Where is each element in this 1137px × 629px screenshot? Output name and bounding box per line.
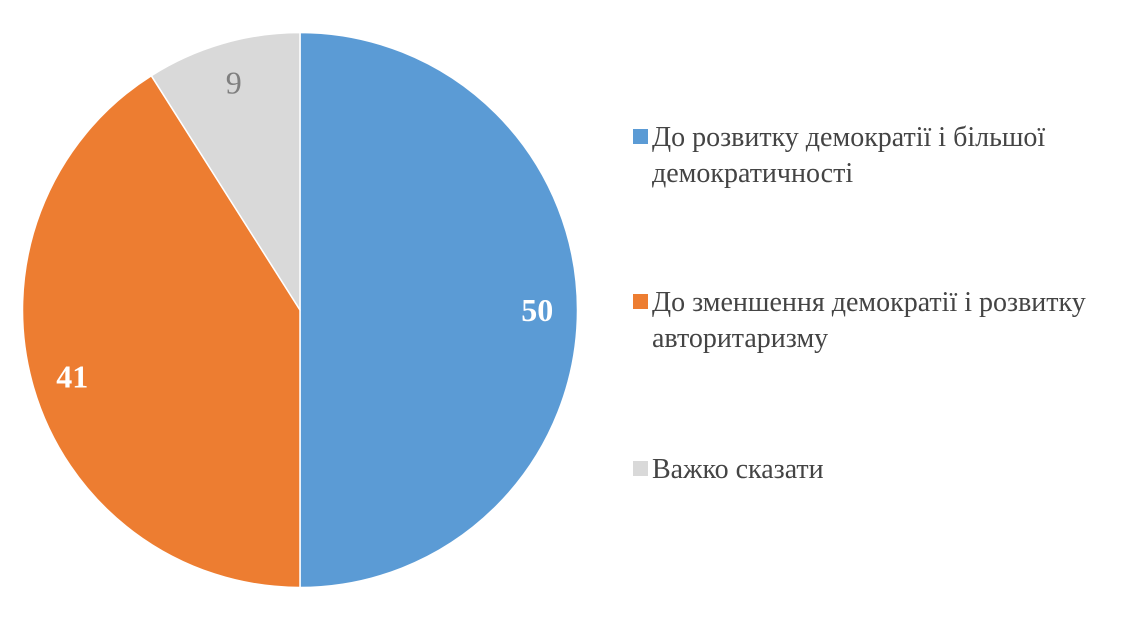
legend-item-decline-of-democracy: До зменшення демократії і розвитку автор… (633, 285, 1122, 357)
legend-label-hard-to-say: Важко сказати (652, 454, 824, 485)
legend-item-hard-to-say: Важко сказати (633, 452, 1122, 488)
legend-swatch-blue-icon (633, 129, 648, 144)
pie-chart: 50 41 9 (21, 31, 579, 589)
pie-slice-value-label-hard-to-say: 9 (226, 64, 242, 100)
legend-label-development-of-democracy: До розвитку демократії і більшої демокра… (652, 122, 1046, 189)
legend-label-decline-of-democracy: До зменшення демократії і розвитку автор… (652, 287, 1086, 354)
pie-slice-value-label-development-of-democracy: 50 (521, 292, 553, 328)
pie-slice-hard-to-say (150, 31, 301, 311)
pie-slice-development-of-democracy (299, 31, 579, 589)
legend-swatch-gray-icon (633, 461, 648, 476)
pie-slice-decline-of-democracy (21, 74, 301, 589)
legend-item-development-of-democracy: До розвитку демократії і більшої демокра… (633, 120, 1122, 192)
legend-swatch-orange-icon (633, 294, 648, 309)
chart-legend: До розвитку демократії і більшої демокра… (633, 0, 1133, 629)
pie-slice-value-label-decline-of-democracy: 41 (56, 358, 88, 394)
